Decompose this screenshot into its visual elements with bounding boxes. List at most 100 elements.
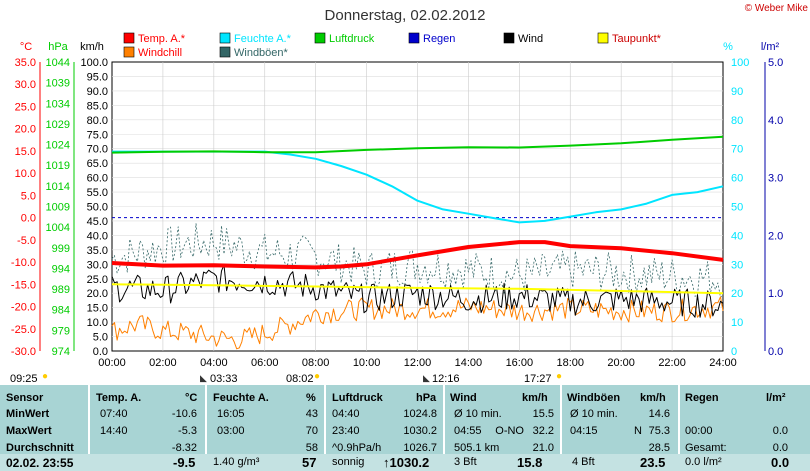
sun-time-1: 03:33 (210, 373, 238, 385)
hum-tick-6: 40 (731, 230, 743, 242)
time-tick-7: 14:00 (455, 357, 483, 369)
legend-label-6: Windchill (138, 47, 182, 59)
hdr-sensor: Sensor (6, 392, 44, 404)
temp-tick-12: -25.0 (11, 324, 36, 336)
legend-label-1: Feuchte A.* (234, 33, 292, 45)
axis-unit-1: hPa (48, 41, 68, 53)
row-wind-time-0: Ø 10 min. (454, 408, 502, 420)
temp-tick-3: 20.0 (15, 124, 36, 136)
press-tick-6: 1014 (46, 181, 70, 193)
time-tick-9: 18:00 (556, 357, 584, 369)
hdr-temp: Temp. A. (96, 392, 142, 404)
temp-tick-10: -15.0 (11, 279, 36, 291)
sun-icon-1: ● (42, 371, 49, 382)
press-tick-1: 1039 (46, 78, 70, 90)
legend: Temp. A.* Feuchte A.* Luftdruck Regen Wind Ta… (123, 32, 662, 59)
time-tick-5: 10:00 (353, 357, 381, 369)
axis-unit-2: km/h (80, 41, 104, 53)
row-rain-val-1: 0.0 (772, 425, 788, 437)
row-label-1: MaxWert (6, 425, 52, 437)
current-hum: 57 (302, 455, 317, 470)
current-wind-extra: 3 Bft (454, 456, 477, 468)
wind-tick-5: 75.0 (87, 129, 108, 141)
wind-tick-9: 55.0 (87, 187, 108, 199)
rain-tick-4: 1.0 (768, 288, 783, 300)
legend-label-7: Windböen* (234, 47, 289, 59)
temp-tick-11: -20.0 (11, 302, 36, 314)
rain-tick-5: 0.0 (768, 346, 783, 358)
press-tick-5: 1019 (46, 160, 70, 172)
row-label-2: Durchschnitt (6, 442, 74, 454)
temp-tick-13: -30.0 (11, 346, 36, 358)
temp-tick-0: 35.0 (15, 57, 36, 69)
temp-tick-4: 15.0 (15, 146, 36, 158)
current-hum-extra: 1.40 g/m³ (213, 456, 260, 468)
hum-tick-7: 30 (731, 259, 743, 271)
row-temp-time-1: 14:40 (100, 425, 128, 437)
legend-swatch-0 (123, 32, 135, 44)
hdr-press: Luftdruck (332, 392, 383, 404)
axis-labels: °C hPa km/h% l/m² 35.0 30.0 25.0 20.0 15.0 10.0 5.… (11, 41, 783, 369)
wind-tick-14: 30.0 (87, 259, 108, 271)
rain-tick-0: 5.0 (768, 57, 783, 69)
temp-tick-1: 30.0 (15, 79, 36, 91)
time-tick-11: 22:00 (658, 357, 686, 369)
row-gust-val-1: 75.3 (648, 425, 670, 437)
press-tick-12: 984 (52, 305, 70, 317)
press-tick-10: 994 (52, 263, 70, 275)
hum-tick-5: 50 (731, 202, 743, 214)
sun-time-2: 08:02 (286, 373, 314, 385)
sun-time-3: 12:16 (432, 373, 460, 385)
press-tick-3: 1029 (46, 119, 70, 131)
wind-tick-4: 80.0 (87, 115, 108, 127)
row-press-val-1: 1030.2 (403, 425, 437, 437)
temp-tick-7: 0.0 (21, 213, 36, 225)
temp-tick-5: 10.0 (15, 168, 36, 180)
current-gust: 23.5 (640, 455, 666, 470)
hdr-gust-unit: km/h (640, 392, 666, 404)
row-temp-time-0: 07:40 (100, 408, 128, 420)
hdr-wind-unit: km/h (522, 392, 548, 404)
row-press-time-0: 04:40 (332, 408, 360, 420)
wind-tick-2: 90.0 (87, 86, 108, 98)
chart-title: Donnerstag, 02.02.2012 (325, 7, 486, 24)
sun-icon-2: ● (314, 371, 321, 382)
press-tick-2: 1034 (46, 98, 70, 110)
copyright-text: © Weber Mike (745, 3, 809, 14)
wind-tick-19: 5.0 (93, 332, 108, 344)
legend-swatch-2 (314, 32, 326, 44)
row-press-time-2: ^0.9hPa/h (332, 442, 382, 454)
row-gust-mid-1: N (634, 425, 642, 437)
row-gust-time-1: 04:15 (570, 425, 598, 437)
legend-swatch-4 (503, 32, 515, 44)
wind-tick-8: 60.0 (87, 173, 108, 185)
press-tick-14: 974 (52, 346, 70, 358)
row-rain-time-2: Gesamt: (685, 442, 727, 454)
time-tick-3: 06:00 (251, 357, 279, 369)
sunrise-time: 09:25 (10, 373, 38, 385)
row-press-val-0: 1024.8 (403, 408, 437, 420)
time-tick-1: 02:00 (149, 357, 177, 369)
current-rain-extra: 0.0 l/m² (685, 456, 722, 468)
hdr-hum-unit: % (306, 392, 316, 404)
hdr-rain: Regen (685, 392, 719, 404)
wind-tick-10: 50.0 (87, 202, 108, 214)
series-luftdruck (111, 135, 724, 154)
rain-tick-2: 3.0 (768, 173, 783, 185)
sun-times-row: ● 09:25 ◣ 03:33 08:02 ● ◣ 12:16 17:27 ● (0, 371, 810, 385)
time-tick-6: 12:00 (404, 357, 432, 369)
current-press-extra: sonnig (332, 456, 365, 468)
series-temp-a (111, 240, 724, 270)
hdr-gust: Windböen (567, 392, 621, 404)
legend-swatch-7 (219, 46, 231, 58)
hum-tick-9: 10 (731, 317, 743, 329)
row-wind-val-2: 21.0 (532, 442, 554, 454)
wind-tick-18: 10.0 (87, 317, 108, 329)
grid (39, 62, 766, 351)
temp-tick-6: 5.0 (21, 190, 36, 202)
wind-tick-13: 35.0 (87, 245, 108, 257)
rain-tick-1: 4.0 (768, 115, 783, 127)
moon-icon-1: ◣ (200, 373, 207, 383)
hdr-hum: Feuchte A. (213, 392, 269, 404)
row-gust-time-0: Ø 10 min. (570, 408, 618, 420)
